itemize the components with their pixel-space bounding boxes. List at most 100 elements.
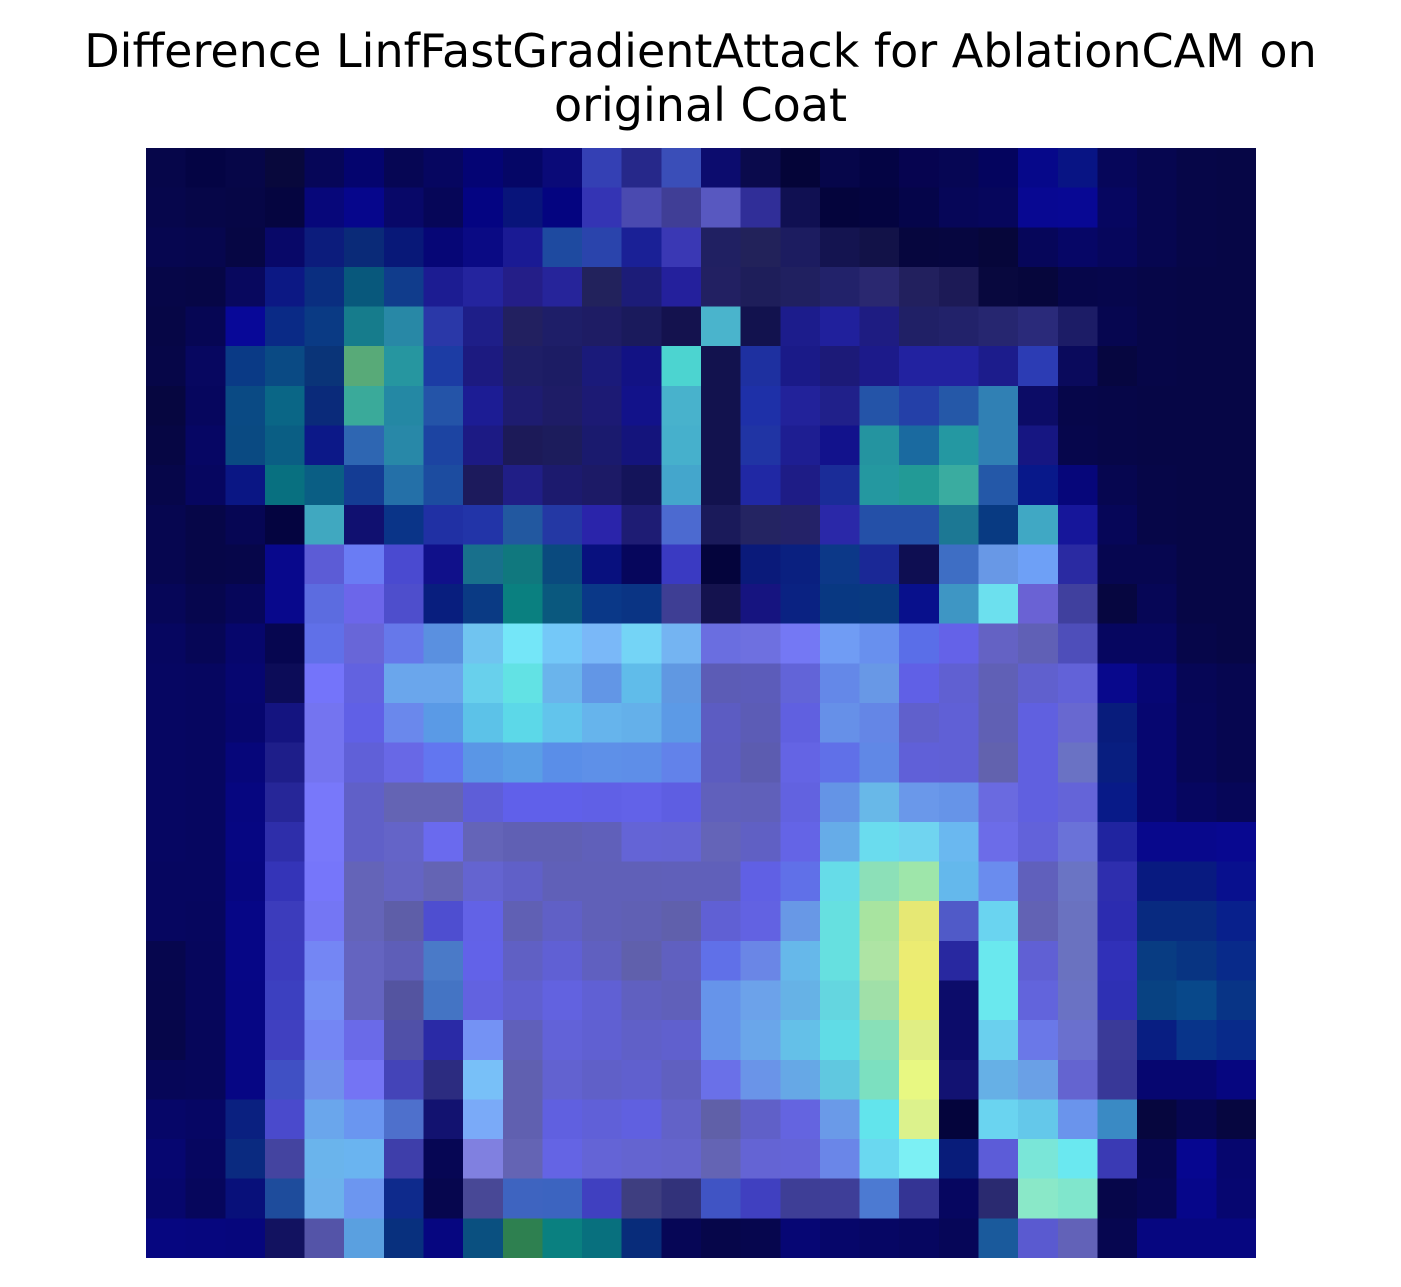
heatmap-cell: [701, 941, 741, 981]
heatmap-cell: [305, 1139, 345, 1179]
heatmap-cell: [1137, 465, 1177, 505]
heatmap-cell: [146, 782, 186, 822]
heatmap-cell: [1018, 267, 1058, 307]
heatmap-cell: [1018, 782, 1058, 822]
heatmap-cell: [424, 663, 464, 703]
heatmap-cell: [701, 227, 741, 267]
heatmap-cell: [661, 1139, 701, 1179]
heatmap-cell: [225, 386, 265, 426]
heatmap-cell: [899, 703, 939, 743]
heatmap-cell: [1018, 544, 1058, 584]
heatmap-cell: [424, 505, 464, 545]
heatmap-cell: [979, 901, 1019, 941]
heatmap-cell: [265, 544, 305, 584]
heatmap-cell: [1097, 703, 1137, 743]
heatmap-cell: [384, 822, 424, 862]
heatmap-cell: [1216, 703, 1256, 743]
heatmap-cell: [741, 981, 781, 1021]
heatmap-cell: [741, 426, 781, 466]
heatmap-cell: [701, 703, 741, 743]
heatmap-cell: [939, 505, 979, 545]
heatmap-cell: [1058, 862, 1098, 902]
heatmap-cell: [503, 505, 543, 545]
heatmap-cell: [1097, 426, 1137, 466]
heatmap-cell: [186, 981, 226, 1021]
heatmap-cell: [463, 822, 503, 862]
heatmap-cell: [225, 307, 265, 347]
heatmap-cell: [1216, 386, 1256, 426]
heatmap-cell: [741, 1139, 781, 1179]
heatmap-cell: [305, 1060, 345, 1100]
heatmap-cell: [582, 1020, 622, 1060]
heatmap-cell: [661, 1020, 701, 1060]
heatmap-cell: [820, 426, 860, 466]
heatmap-cell: [780, 465, 820, 505]
heatmap-cell: [979, 1020, 1019, 1060]
heatmap-cell: [979, 465, 1019, 505]
heatmap-cell: [1177, 743, 1217, 783]
heatmap-cell: [820, 188, 860, 228]
heatmap-cell: [384, 663, 424, 703]
heatmap-cell: [1018, 227, 1058, 267]
heatmap-cell: [424, 822, 464, 862]
heatmap-cell: [1058, 346, 1098, 386]
heatmap-cell: [186, 188, 226, 228]
heatmap-cell: [1097, 148, 1137, 188]
heatmap-cell: [1058, 1179, 1098, 1219]
heatmap-cell: [622, 1060, 662, 1100]
heatmap-cell: [860, 822, 900, 862]
heatmap-cell: [1018, 743, 1058, 783]
heatmap-cell: [701, 1218, 741, 1258]
heatmap-cell: [1058, 307, 1098, 347]
heatmap-cell: [503, 1099, 543, 1139]
heatmap-cell: [1058, 1060, 1098, 1100]
heatmap-cell: [1018, 346, 1058, 386]
heatmap-cell: [225, 663, 265, 703]
heatmap-cell: [939, 822, 979, 862]
heatmap-cell: [463, 267, 503, 307]
heatmap-cell: [939, 584, 979, 624]
heatmap-cell: [820, 1139, 860, 1179]
heatmap-cell: [899, 663, 939, 703]
heatmap-cell: [424, 703, 464, 743]
heatmap-cell: [701, 426, 741, 466]
heatmap-cell: [1058, 624, 1098, 664]
heatmap-cell: [225, 703, 265, 743]
heatmap-cell: [305, 188, 345, 228]
heatmap-cell: [305, 465, 345, 505]
heatmap-cell: [384, 307, 424, 347]
heatmap-cell: [186, 426, 226, 466]
heatmap-cell: [1216, 624, 1256, 664]
heatmap-cell: [305, 584, 345, 624]
heatmap-cell: [503, 743, 543, 783]
heatmap-cell: [344, 624, 384, 664]
heatmap-cell: [979, 307, 1019, 347]
heatmap-cell: [463, 941, 503, 981]
heatmap-cell: [1137, 1020, 1177, 1060]
heatmap-cell: [384, 227, 424, 267]
heatmap-cell: [424, 1139, 464, 1179]
heatmap-cell: [661, 1099, 701, 1139]
heatmap-cell: [701, 624, 741, 664]
heatmap-cell: [622, 624, 662, 664]
heatmap-cell: [582, 584, 622, 624]
heatmap-cell: [384, 465, 424, 505]
heatmap-cell: [939, 862, 979, 902]
heatmap-cell: [542, 1099, 582, 1139]
heatmap-cell: [384, 862, 424, 902]
heatmap-cell: [1177, 1179, 1217, 1219]
heatmap-cell: [622, 663, 662, 703]
heatmap-cell: [582, 981, 622, 1021]
heatmap-cell: [186, 743, 226, 783]
heatmap-cell: [305, 663, 345, 703]
heatmap-cell: [899, 544, 939, 584]
heatmap-cell: [503, 663, 543, 703]
heatmap-cell: [582, 862, 622, 902]
heatmap-cell: [1216, 901, 1256, 941]
heatmap-cell: [265, 505, 305, 545]
heatmap-cell: [780, 862, 820, 902]
heatmap-cell: [542, 1179, 582, 1219]
heatmap-cell: [899, 307, 939, 347]
heatmap-cell: [463, 544, 503, 584]
heatmap-cell: [780, 901, 820, 941]
